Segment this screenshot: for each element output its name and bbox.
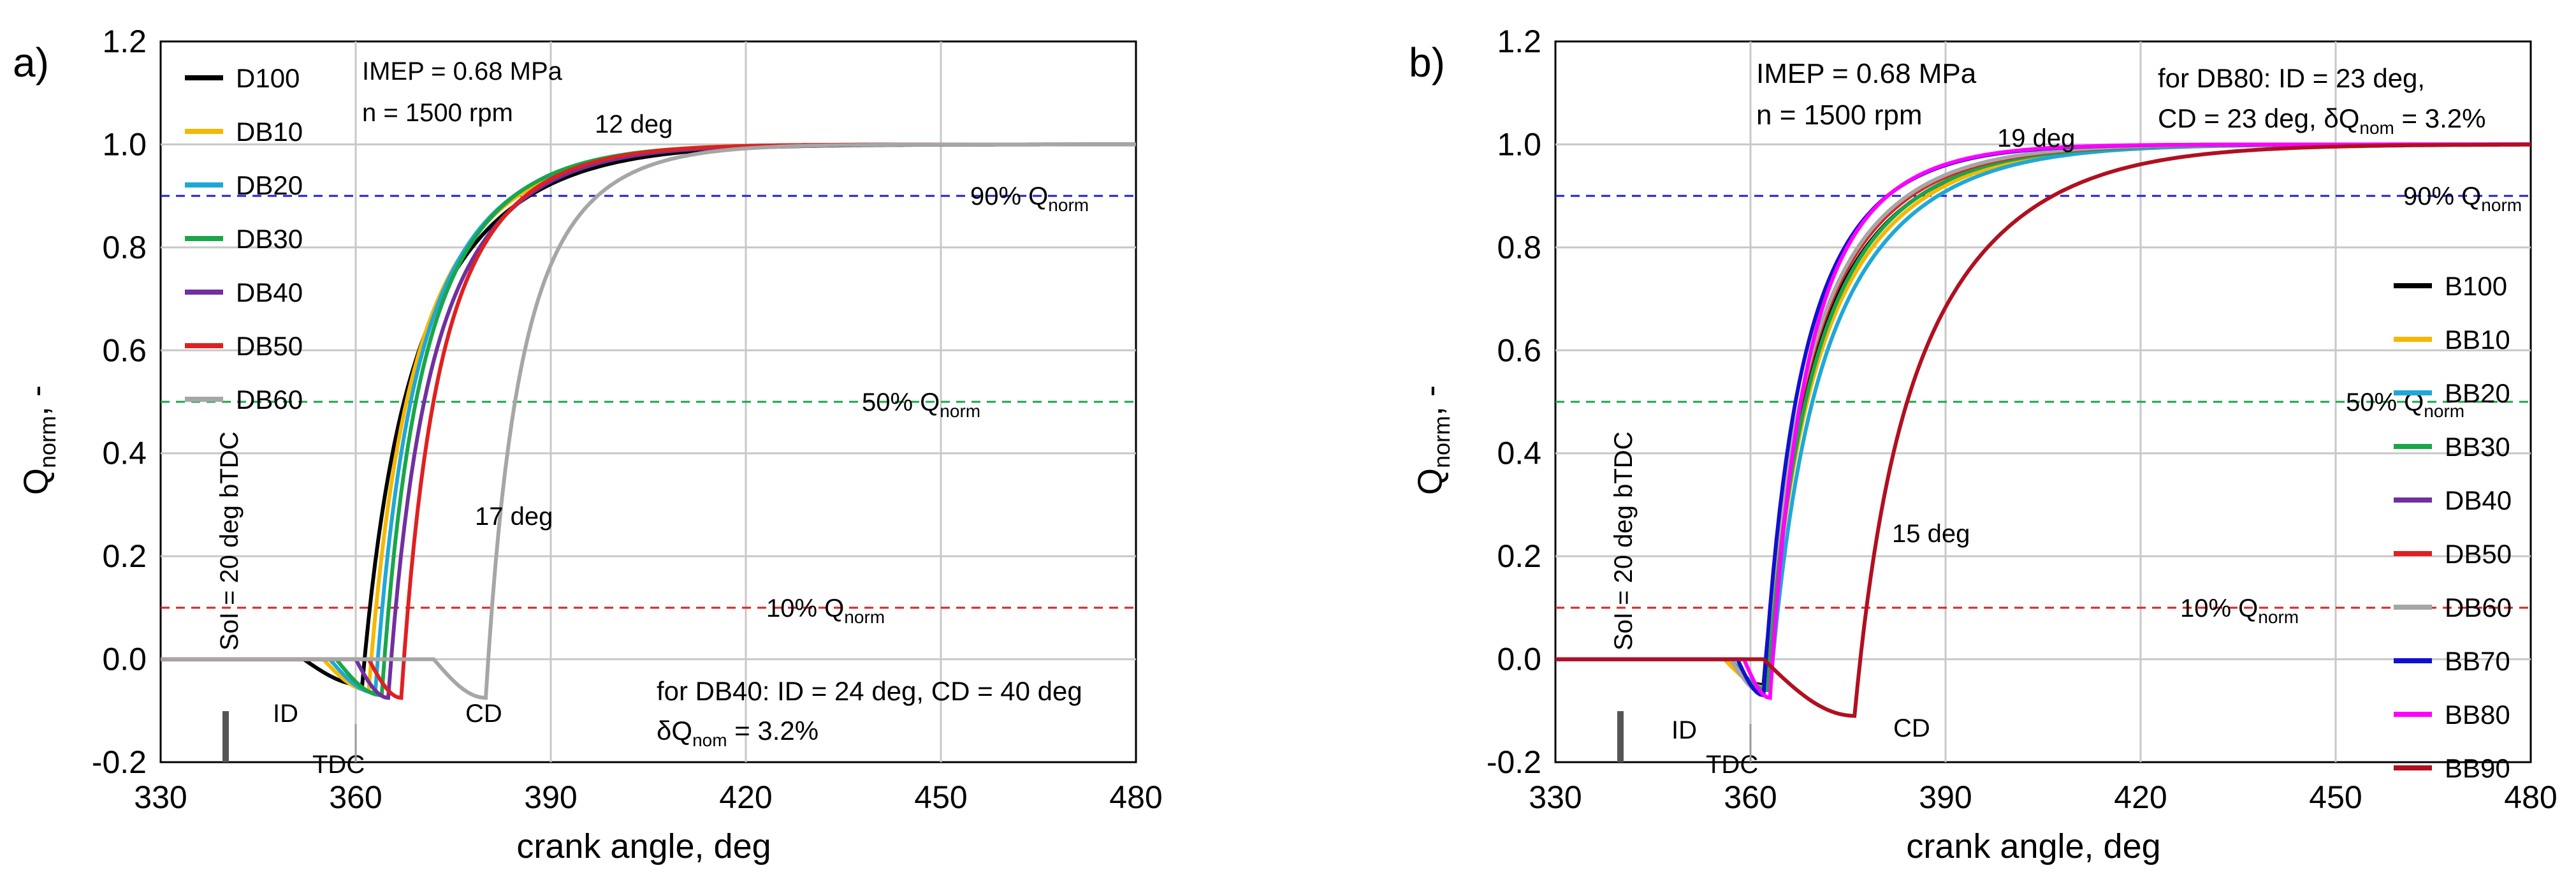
panel-a-deg-label-2: 17 deg bbox=[475, 503, 553, 531]
legend-label: DB10 bbox=[236, 117, 303, 147]
x-tick-label: 360 bbox=[1724, 779, 1777, 815]
panel-b-xlabel: crank angle, deg bbox=[1906, 827, 2160, 865]
x-tick-label: 420 bbox=[2114, 779, 2167, 815]
panel-a-series bbox=[161, 142, 1136, 700]
legend-label: BB30 bbox=[2445, 432, 2510, 462]
panel-b-deg-label-1: 19 deg bbox=[1997, 124, 2075, 152]
x-tick-label: 390 bbox=[1919, 779, 1972, 815]
y-tick-label: -0.2 bbox=[92, 744, 147, 780]
panel-a-info-line-2: n = 1500 rpm bbox=[362, 99, 513, 127]
reference-line-label: 50% Qnorm bbox=[862, 388, 980, 421]
panel-a-note-line-1: for DB40: ID = 24 deg, CD = 40 deg bbox=[657, 676, 1082, 706]
legend-label: BB80 bbox=[2445, 700, 2510, 730]
panel-b-id-label: ID bbox=[1671, 716, 1697, 744]
panel-b-legend: B100 BB10 BB20 BB30 DB40 DB50 DB60 BB70 BB80 BB90 bbox=[2394, 271, 2512, 783]
y-tick-label: 1.0 bbox=[1497, 126, 1541, 162]
y-tick-label: 0.8 bbox=[102, 230, 147, 265]
panel-b-deg-label-2: 15 deg bbox=[1892, 520, 1970, 548]
panel-b-soi-label: SoI = 20 deg bTDC bbox=[1610, 431, 1638, 651]
legend-label: BB20 bbox=[2445, 378, 2510, 408]
y-tick-label: 0.2 bbox=[102, 538, 147, 574]
panel-b-info-line-1: IMEP = 0.68 MPa bbox=[1756, 58, 1977, 89]
panel-b-ylabel: Qnorm, - bbox=[1411, 385, 1455, 495]
panel-a-ylabel: Qnorm, - bbox=[17, 385, 61, 495]
panel-a-legend: D100 DB10 DB20 DB30 DB40 DB50 DB60 bbox=[185, 63, 303, 415]
legend-label: BB70 bbox=[2445, 646, 2510, 676]
panel-a-grid bbox=[161, 41, 1136, 762]
x-tick-label: 450 bbox=[914, 779, 967, 815]
legend-label: DB30 bbox=[236, 224, 303, 254]
panel-a-label: a) bbox=[13, 40, 49, 85]
panel-a-note-line-2: δQnom = 3.2% bbox=[657, 716, 819, 750]
y-tick-label: -0.2 bbox=[1487, 744, 1541, 780]
x-tick-label: 330 bbox=[1529, 779, 1582, 815]
x-tick-label: 450 bbox=[2309, 779, 2362, 815]
legend-label: DB50 bbox=[236, 331, 303, 361]
panel-b-series bbox=[1555, 142, 2531, 718]
panel-b-tick-labels: 330 360 390 420 450 480 -0.2 0.0 0.2 0.4 0.6 0.8 1.0… bbox=[1487, 24, 2558, 815]
y-tick-label: 0.6 bbox=[102, 332, 147, 368]
y-tick-label: 0.0 bbox=[102, 642, 147, 677]
x-tick-label: 480 bbox=[2504, 779, 2557, 815]
panel-a-cd-label: CD bbox=[465, 700, 502, 728]
legend-label: DB20 bbox=[236, 170, 303, 200]
legend-label: DB40 bbox=[236, 277, 303, 307]
panel-b-note-line-1: for DB80: ID = 23 deg, bbox=[2158, 63, 2425, 93]
panel-b-note-line-2: CD = 23 deg, δQnom = 3.2% bbox=[2158, 103, 2485, 138]
panel-b-label: b) bbox=[1409, 40, 1445, 85]
reference-line-label: 10% Qnorm bbox=[2180, 594, 2299, 627]
x-tick-label: 390 bbox=[524, 779, 577, 815]
reference-line-label: 90% Qnorm bbox=[2403, 182, 2522, 215]
panel-a-tick-labels: 330 360 390 420 450 480 -0.2 0.0 0.2 0.4 0.6 0.8 1.0… bbox=[92, 24, 1163, 815]
panel-a-soi-label: SoI = 20 deg bTDC bbox=[215, 431, 244, 651]
x-tick-label: 420 bbox=[719, 779, 772, 815]
panel-a: 90% Qnorm 50% Qnorm 10% Qnorm 330 360 390 420… bbox=[13, 24, 1163, 865]
y-tick-label: 0.8 bbox=[1497, 230, 1541, 265]
panel-a-info-line-1: IMEP = 0.68 MPa bbox=[362, 57, 563, 85]
legend-label: DB40 bbox=[2445, 485, 2512, 515]
panel-a-annotations: a) IMEP = 0.68 MPa n = 1500 rpm for DB40… bbox=[13, 40, 1082, 865]
legend-label: D100 bbox=[236, 63, 300, 93]
legend-label: DB50 bbox=[2445, 539, 2512, 569]
y-tick-label: 0.4 bbox=[1497, 436, 1541, 471]
panel-b-annotations: b) IMEP = 0.68 MPa n = 1500 rpm for DB80… bbox=[1409, 40, 2512, 865]
y-tick-label: 1.2 bbox=[102, 24, 147, 59]
panel-a-reference-lines: 90% Qnorm 50% Qnorm 10% Qnorm bbox=[161, 182, 1136, 627]
x-tick-label: 360 bbox=[329, 779, 382, 815]
reference-line-label: 10% Qnorm bbox=[766, 594, 885, 627]
x-tick-label: 480 bbox=[1109, 779, 1162, 815]
y-tick-label: 0.2 bbox=[1497, 538, 1541, 574]
series-line-bb90 bbox=[1555, 142, 2531, 718]
legend-label: BB90 bbox=[2445, 753, 2510, 783]
y-tick-label: 1.2 bbox=[1497, 24, 1541, 59]
panel-b-cd-label: CD bbox=[1893, 714, 1930, 742]
panel-a-xlabel: crank angle, deg bbox=[516, 827, 771, 865]
x-tick-label: 330 bbox=[134, 779, 187, 815]
series-line-db60 bbox=[161, 142, 1136, 700]
reference-line-label: 90% Qnorm bbox=[970, 182, 1089, 215]
y-tick-label: 0.6 bbox=[1497, 332, 1541, 368]
y-tick-label: 1.0 bbox=[102, 126, 147, 162]
panel-b-info-line-2: n = 1500 rpm bbox=[1756, 99, 1923, 131]
legend-label: BB10 bbox=[2445, 325, 2510, 355]
y-tick-label: 0.4 bbox=[102, 436, 147, 471]
legend-label: DB60 bbox=[236, 385, 303, 415]
legend-label: DB60 bbox=[2445, 593, 2512, 622]
panel-a-tdc-label: TDC bbox=[312, 751, 365, 779]
legend-label: B100 bbox=[2445, 271, 2507, 301]
panel-a-deg-label-1: 12 deg bbox=[595, 110, 673, 138]
y-tick-label: 0.0 bbox=[1497, 642, 1541, 677]
panel-a-id-label: ID bbox=[273, 700, 298, 728]
